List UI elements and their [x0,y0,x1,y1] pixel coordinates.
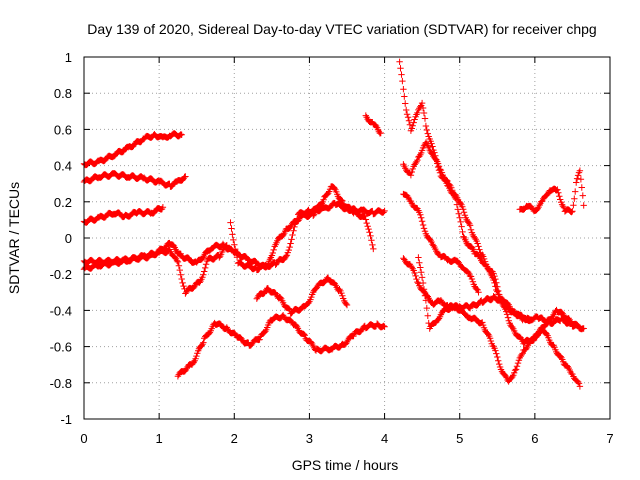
y-tick-label: 0.2 [54,195,72,210]
scatter-points-track-6 [174,312,388,380]
y-tick-label: -0.6 [50,340,72,355]
y-tick-label: 0 [65,231,72,246]
y-tick-label: -1 [60,412,72,427]
series-track-13 [400,255,584,390]
chart-title: Day 139 of 2020, Sidereal Day-to-day VTE… [87,21,596,37]
y-tick-label: 1 [65,50,72,65]
x-axis-label: GPS time / hours [292,457,399,473]
x-tick-label: 2 [231,431,238,446]
x-tick-label: 3 [306,431,313,446]
x-tick-label: 7 [606,431,613,446]
x-tick-label: 4 [381,431,388,446]
scatter-points-track-12 [400,190,482,296]
scatter-points-track-8 [253,274,351,317]
y-tick-label: 0.4 [54,159,72,174]
series-track-8 [253,274,351,317]
x-tick-label: 0 [80,431,87,446]
y-tick-label: -0.2 [50,267,72,282]
y-tick-label: -0.4 [50,303,72,318]
grid [84,57,610,419]
series-track-12 [400,190,482,296]
scatter-points-track-15 [516,167,587,216]
scatter-points-track-7 [227,183,377,274]
series-track-7 [227,183,377,274]
scatter-points-track-14 [415,254,535,332]
series-track-15 [516,167,587,216]
data-marks [80,58,587,390]
plot-frame [83,56,611,420]
y-tick-label: -0.8 [50,376,72,391]
series-track-14 [415,254,535,332]
series-track-9 [362,112,384,137]
x-tick-label: 1 [156,431,163,446]
x-tick-label: 5 [456,431,463,446]
scatter-points-track-9 [362,112,384,137]
x-tick-label: 6 [531,431,538,446]
y-tick-label: 0.6 [54,122,72,137]
series-track-6 [174,312,388,380]
y-tick-label: 0.8 [54,86,72,101]
scatter-points-track-13 [400,255,584,390]
y-axis-label: SDTVAR / TECUs [6,182,22,294]
